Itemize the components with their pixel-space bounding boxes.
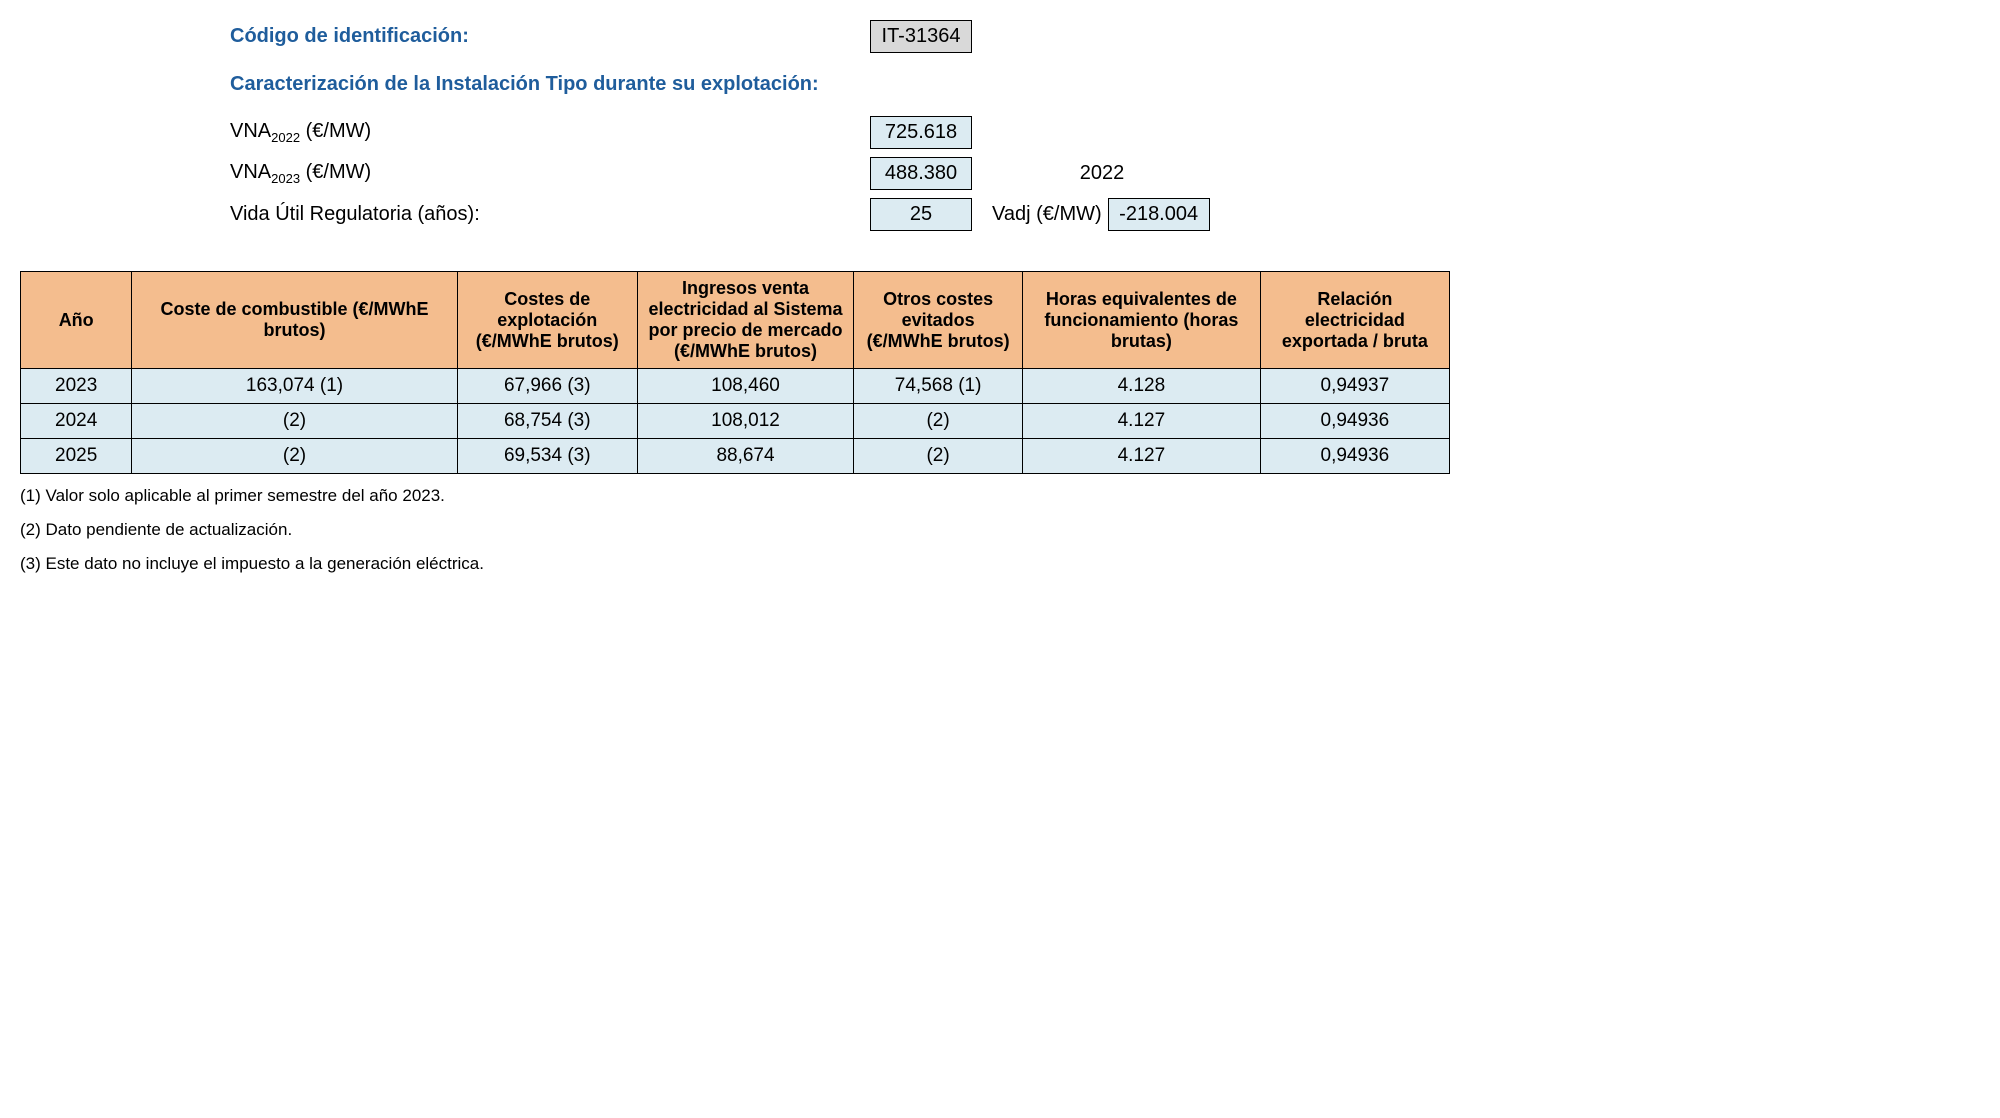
table-cell: 4.128 <box>1023 369 1261 404</box>
table-row: 2025(2)69,534 (3)88,674(2)4.1270,94936 <box>21 439 1450 474</box>
col-header-expl: Costes de explotación (€/MWhE brutos) <box>457 272 637 369</box>
param-value-box: 725.618 <box>870 116 972 149</box>
table-cell: 2023 <box>21 369 132 404</box>
table-cell: 67,966 (3) <box>457 369 637 404</box>
table-cell: 0,94937 <box>1260 369 1449 404</box>
footnote: (2) Dato pendiente de actualización. <box>20 520 1460 540</box>
param-row-vida-util: Vida Útil Regulatoria (años): 25 Vadj (€… <box>230 198 1460 231</box>
table-cell: 88,674 <box>637 439 853 474</box>
col-header-otros: Otros costes evitados (€/MWhE brutos) <box>854 272 1023 369</box>
param-row-vna2023: VNA2023 (€/MW) 488.380 2022 <box>230 157 1460 190</box>
table-cell: 0,94936 <box>1260 404 1449 439</box>
table-row: 2023163,074 (1)67,966 (3)108,46074,568 (… <box>21 369 1450 404</box>
param-value-box: 25 <box>870 198 972 231</box>
col-header-ano: Año <box>21 272 132 369</box>
table-cell: 108,460 <box>637 369 853 404</box>
col-header-comb: Coste de combustible (€/MWhE brutos) <box>132 272 457 369</box>
param-row-vna2022: VNA2022 (€/MW) 725.618 <box>230 116 1460 149</box>
table-cell: 74,568 (1) <box>854 369 1023 404</box>
param-value-box: 488.380 <box>870 157 972 190</box>
data-table: Año Coste de combustible (€/MWhE brutos)… <box>20 271 1450 474</box>
table-cell: 2025 <box>21 439 132 474</box>
param-label: VNA2023 (€/MW) <box>230 161 870 186</box>
col-header-horas: Horas equivalentes de funcionamiento (ho… <box>1023 272 1261 369</box>
table-cell: 68,754 (3) <box>457 404 637 439</box>
table-cell: (2) <box>854 439 1023 474</box>
col-header-rel: Relación electricidad exportada / bruta <box>1260 272 1449 369</box>
footnote: (3) Este dato no incluye el impuesto a l… <box>20 554 1460 574</box>
table-cell: (2) <box>854 404 1023 439</box>
vadj-label: Vadj (€/MW) <box>992 203 1102 226</box>
param-label: Vida Útil Regulatoria (años): <box>230 203 870 226</box>
id-value-box: IT-31364 <box>870 20 972 53</box>
table-cell: 0,94936 <box>1260 439 1449 474</box>
vadj-block: Vadj (€/MW) -218.004 <box>992 198 1210 231</box>
table-header-row: Año Coste de combustible (€/MWhE brutos)… <box>21 272 1450 369</box>
id-row: Código de identificación: IT-31364 <box>230 20 1460 53</box>
param-label: VNA2022 (€/MW) <box>230 120 870 145</box>
table-cell: (2) <box>132 404 457 439</box>
footnotes: (1) Valor solo aplicable al primer semes… <box>20 486 1460 574</box>
table-cell: 69,534 (3) <box>457 439 637 474</box>
side-year: 2022 <box>1012 162 1192 185</box>
table-row: 2024(2)68,754 (3)108,012(2)4.1270,94936 <box>21 404 1450 439</box>
table-cell: 2024 <box>21 404 132 439</box>
table-head: Año Coste de combustible (€/MWhE brutos)… <box>21 272 1450 369</box>
vadj-value-box: -218.004 <box>1108 198 1210 231</box>
table-body: 2023163,074 (1)67,966 (3)108,46074,568 (… <box>21 369 1450 474</box>
table-cell: 4.127 <box>1023 404 1261 439</box>
characterization-label: Caracterización de la Instalación Tipo d… <box>230 73 870 96</box>
table-cell: 108,012 <box>637 404 853 439</box>
header-block: Código de identificación: IT-31364 Carac… <box>230 20 1460 231</box>
col-header-ingr: Ingresos venta electricidad al Sistema p… <box>637 272 853 369</box>
table-cell: 163,074 (1) <box>132 369 457 404</box>
id-label: Código de identificación: <box>230 25 870 48</box>
document-root: Código de identificación: IT-31364 Carac… <box>20 20 1460 574</box>
table-cell: (2) <box>132 439 457 474</box>
footnote: (1) Valor solo aplicable al primer semes… <box>20 486 1460 506</box>
table-cell: 4.127 <box>1023 439 1261 474</box>
